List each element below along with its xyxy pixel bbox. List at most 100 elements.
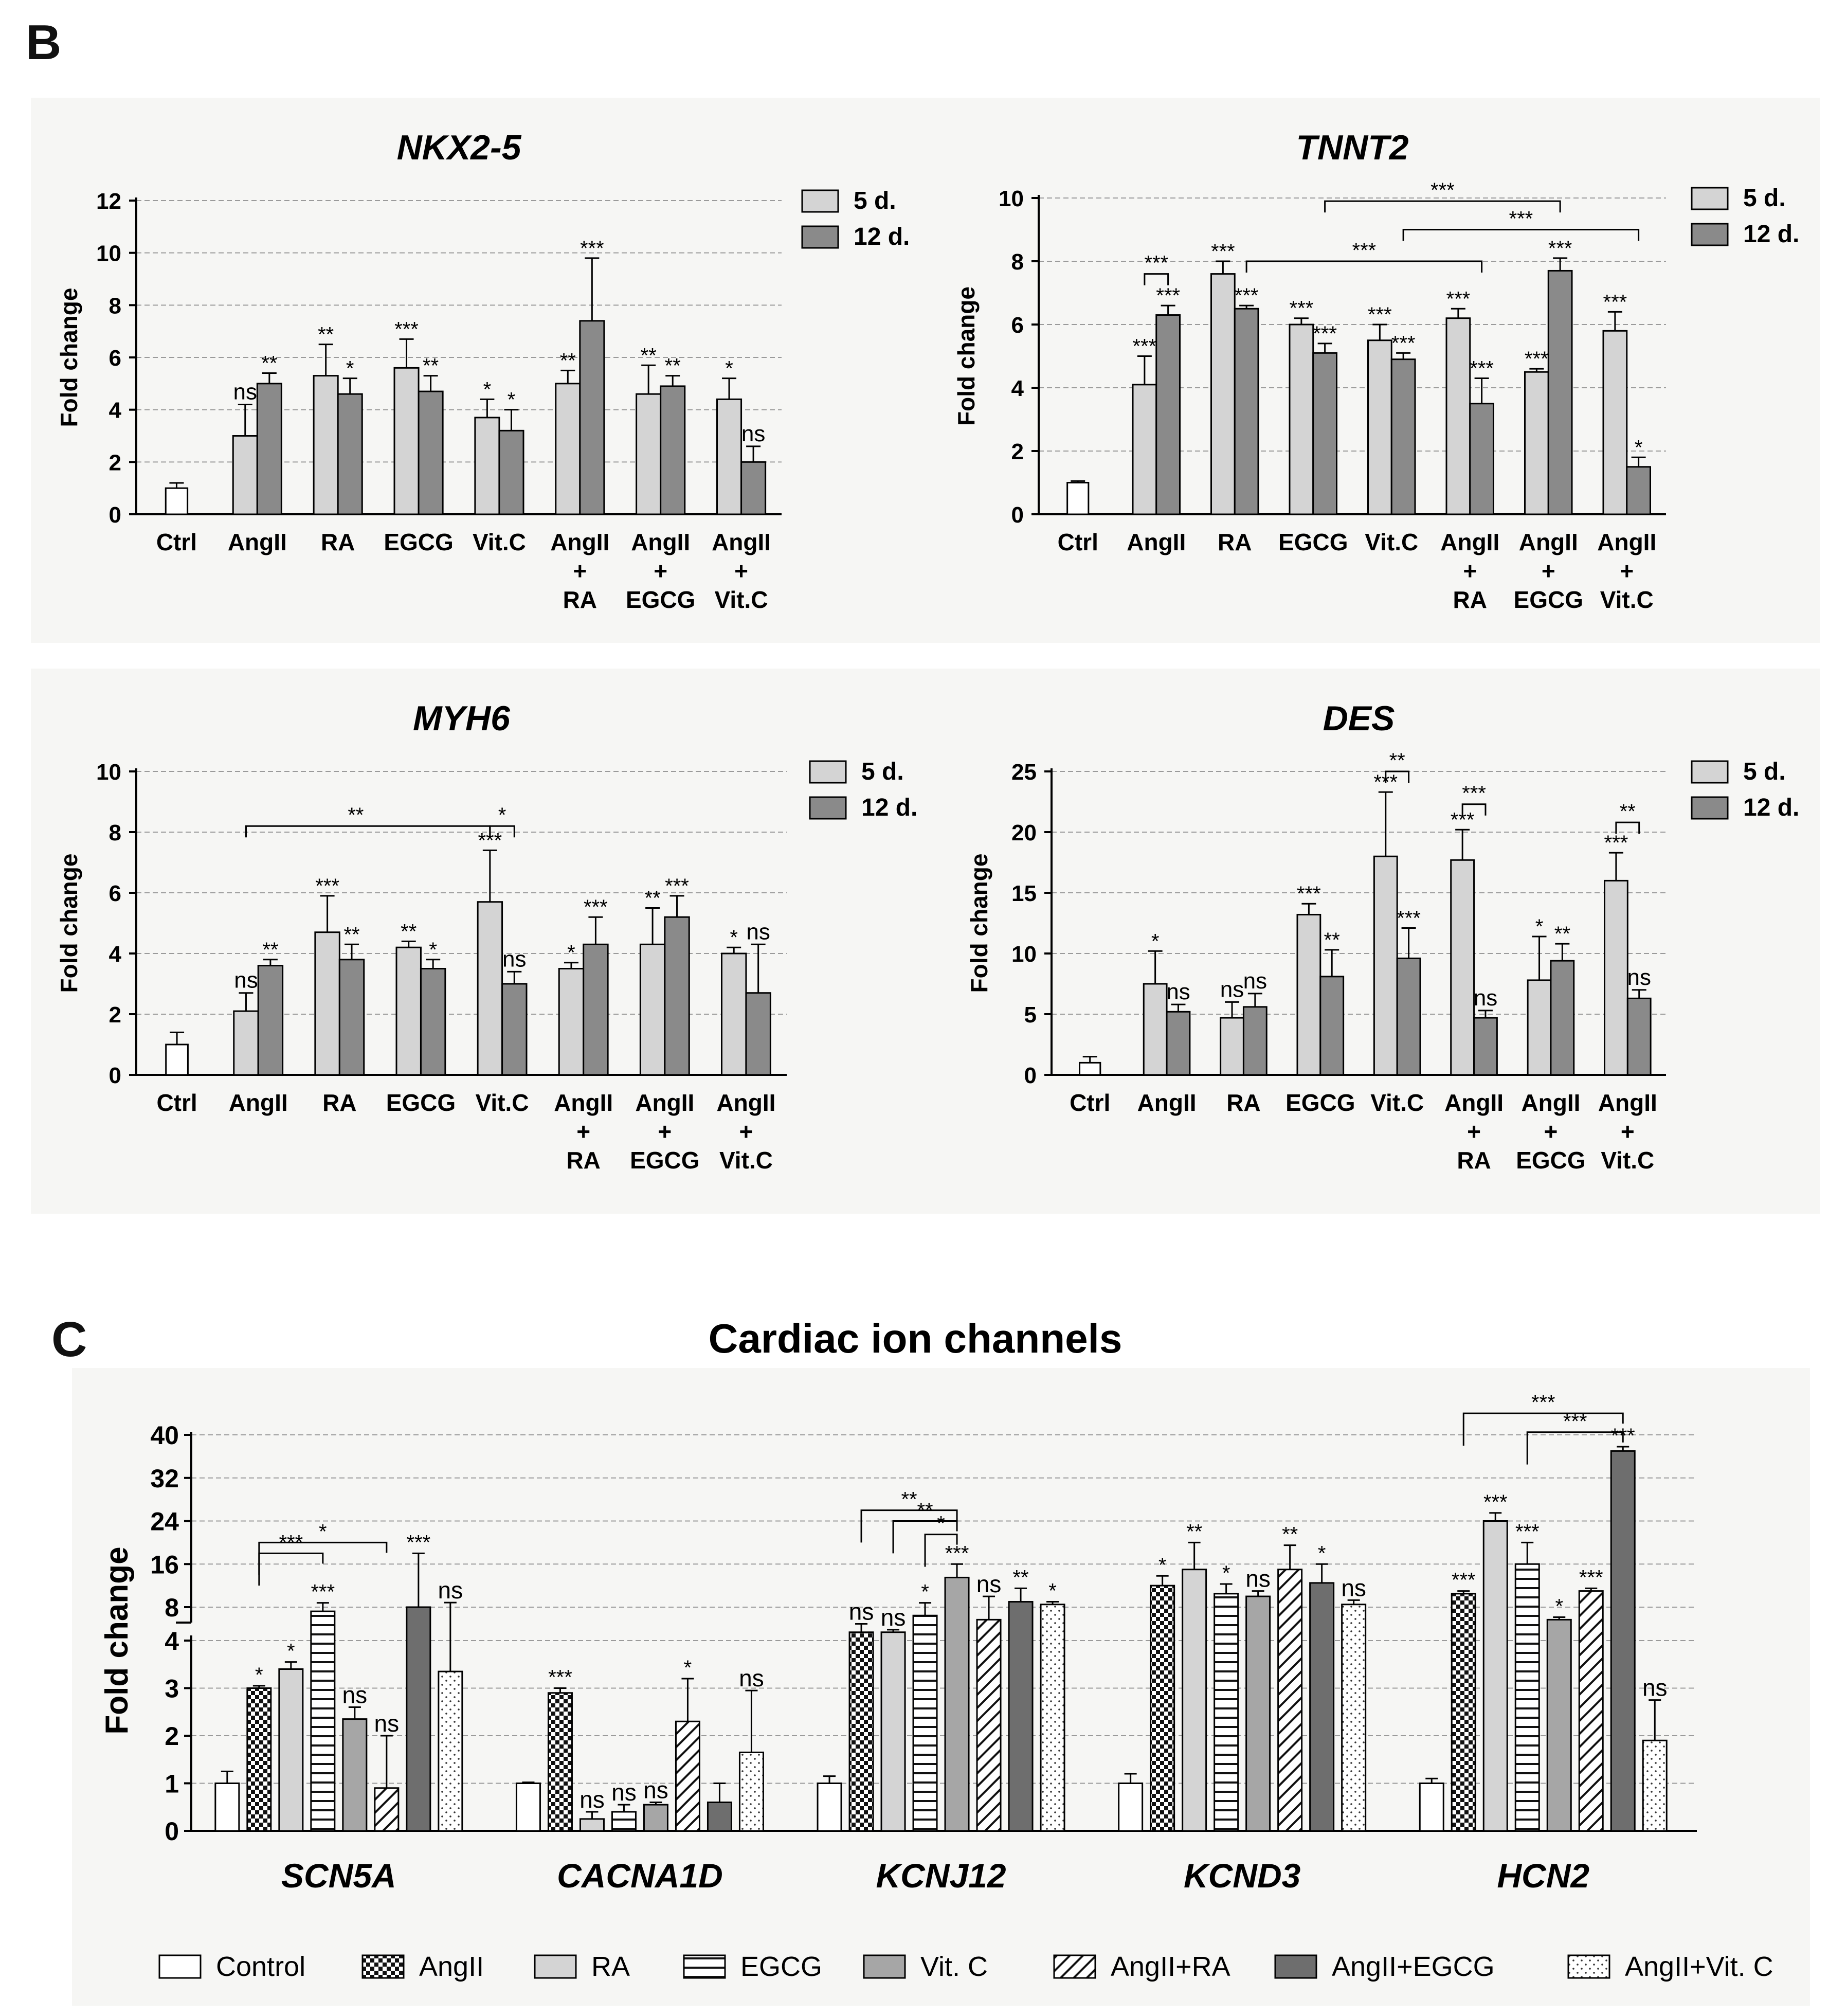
significance-label: * <box>346 357 354 380</box>
bar-diag <box>374 1787 400 1832</box>
significance-label: ** <box>560 349 576 372</box>
x-tick-label-line: EGCG <box>1514 586 1583 613</box>
bar-12d <box>1547 269 1573 515</box>
panel-c-letter: C <box>51 1312 87 1367</box>
x-tick-label-line: RA <box>566 1147 600 1174</box>
bar-hlines <box>1514 1563 1540 1832</box>
y-tick-label: 10 <box>999 186 1024 211</box>
significance-label: ns <box>643 1777 668 1804</box>
y-tick-label: 10 <box>1011 942 1037 967</box>
legend-label: Vit. C <box>920 1951 988 1982</box>
bar-5d <box>639 943 666 1076</box>
bar-5d <box>1296 913 1321 1076</box>
bar-5d <box>1289 323 1314 515</box>
legend-swatch-gray <box>863 1954 906 1979</box>
x-tick-label-line: EGCG <box>626 586 695 613</box>
x-tick-label-line: Vit.C <box>1365 529 1418 555</box>
x-tick-label: AngII <box>1127 529 1186 555</box>
y-tick-label: 6 <box>1011 313 1024 338</box>
significance-label: *** <box>1290 297 1314 320</box>
bar-dots <box>1642 1739 1668 1832</box>
significance-label: *** <box>1604 832 1628 854</box>
bar-open <box>1419 1783 1444 1832</box>
x-tick-label: Ctrl <box>156 529 197 555</box>
legend-swatch-5d <box>801 189 839 213</box>
significance-label: ** <box>1554 923 1570 945</box>
significance-label: *** <box>1156 284 1180 307</box>
x-tick-label-line: Ctrl <box>1070 1089 1110 1116</box>
significance-label: *** <box>1446 287 1471 310</box>
y-tick-label: 32 <box>150 1464 179 1493</box>
bar-5d <box>313 375 339 515</box>
bar-5d <box>314 931 340 1076</box>
significance-label: * <box>1048 1580 1057 1603</box>
x-tick-label-line: Vit.C <box>1370 1089 1424 1116</box>
significance-label: *** <box>1515 1520 1540 1543</box>
significance-bracket <box>1144 273 1169 285</box>
chart-title: NKX2-5 <box>397 128 522 167</box>
significance-label: ns <box>1341 1574 1366 1601</box>
bar-12d <box>1396 957 1421 1076</box>
y-tick-label: 2 <box>109 1002 121 1028</box>
bar-12d <box>579 320 605 515</box>
chart-tnnt2: TNNT2 0 2 4 6 8 10 Fold change Ctrl AngII RA EGCG Vi… <box>953 128 1799 613</box>
significance-label: ** <box>645 887 661 910</box>
significance-label: ns <box>1220 977 1244 1002</box>
x-tick-label-line: AngII <box>550 529 609 555</box>
bar-5d <box>474 417 500 515</box>
significance-label: *** <box>1548 237 1572 260</box>
legend-swatch-diag <box>1053 1954 1096 1979</box>
x-tick-label-line: EGCG <box>386 1089 456 1116</box>
x-group-label: KCND3 <box>1184 1857 1300 1895</box>
x-tick-label: Ctrl <box>1070 1089 1110 1116</box>
bar-12d <box>1626 466 1651 515</box>
x-tick-label-line: RA <box>1457 1147 1491 1174</box>
y-axis-label: Fold change <box>99 1546 135 1734</box>
x-tick-label-line: + <box>739 1118 753 1145</box>
bracket-label: ** <box>1389 749 1405 772</box>
significance-label: ** <box>318 323 334 346</box>
bar-12d <box>1550 960 1575 1076</box>
x-tick-label-line: RA <box>1453 586 1487 613</box>
x-tick-label-line: AngII <box>554 1089 613 1116</box>
bar-hlines <box>611 1811 637 1832</box>
significance-label: ns <box>849 1598 874 1625</box>
bar-checker <box>246 1687 272 1832</box>
significance-label: ns <box>374 1710 400 1737</box>
bar-light <box>1182 1569 1207 1832</box>
significance-label: ** <box>261 352 277 375</box>
legend-label-5d: 5 d. <box>861 758 904 785</box>
bar-12d <box>1469 403 1494 515</box>
bar-5d <box>716 398 743 515</box>
significance-label: ns <box>342 1682 368 1708</box>
x-tick-label: RA <box>1226 1089 1260 1116</box>
significance-label: ** <box>641 344 657 367</box>
bar-dots <box>1341 1604 1367 1832</box>
x-tick-label-line: + <box>1467 1118 1481 1145</box>
x-tick-label: RA <box>322 1089 356 1116</box>
panel-c-chart: Cardiac ion channels 0 1 2 3 4 8 16 24 32 40 Fold c… <box>99 1316 1697 1895</box>
x-tick-label: Vit.C <box>476 1089 529 1116</box>
legend-swatch-5d <box>1691 187 1729 210</box>
significance-label: *** <box>580 237 604 260</box>
x-tick-label-line: + <box>654 557 667 584</box>
significance-label: *** <box>1483 1491 1508 1514</box>
significance-label: *** <box>548 1666 572 1689</box>
significance-label: * <box>730 926 738 949</box>
bar-5d <box>233 1010 259 1076</box>
x-tick-label: AngII + Vit.C <box>1597 529 1656 613</box>
significance-label: ** <box>401 920 417 943</box>
x-tick-label-line: EGCG <box>1285 1089 1355 1116</box>
x-tick-label: AngII + RA <box>554 1089 613 1174</box>
legend-swatch-12d <box>809 796 847 820</box>
x-tick-label-line: + <box>1544 1118 1558 1145</box>
significance-label: *** <box>945 1542 969 1564</box>
chart-myh6: MYH6 0 2 4 6 8 10 Fold change Ctrl AngII RA EGCG Vit… <box>56 699 917 1174</box>
x-tick-label: EGCG <box>1285 1089 1355 1116</box>
significance-label: ** <box>262 939 278 961</box>
legend-label: AngII+Vit. C <box>1625 1951 1773 1982</box>
bar-12d <box>1166 1011 1191 1076</box>
bar-12d <box>660 385 686 515</box>
x-tick-label-line: AngII <box>1519 529 1578 555</box>
x-tick-label-line: EGCG <box>384 529 453 555</box>
